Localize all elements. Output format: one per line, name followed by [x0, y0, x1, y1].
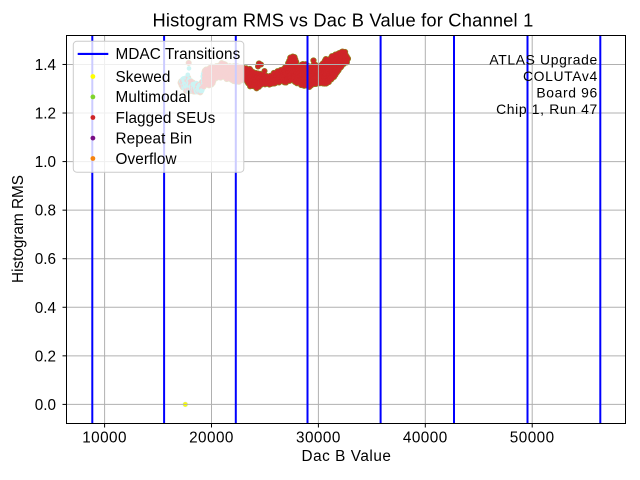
svg-text:0.8: 0.8: [35, 203, 56, 220]
svg-text:0.4: 0.4: [35, 300, 57, 317]
svg-text:30000: 30000: [296, 430, 341, 447]
svg-text:Overflow: Overflow: [116, 151, 178, 168]
svg-text:0.6: 0.6: [35, 251, 56, 268]
svg-text:40000: 40000: [403, 430, 448, 447]
svg-text:ATLAS Upgrade: ATLAS Upgrade: [489, 51, 598, 67]
svg-text:10000: 10000: [82, 430, 127, 447]
svg-text:Histogram RMS vs Dac B Value f: Histogram RMS vs Dac B Value for Channel…: [153, 10, 534, 31]
svg-text:50000: 50000: [510, 430, 555, 447]
svg-text:COLUTAv4: COLUTAv4: [523, 68, 598, 84]
svg-text:0.0: 0.0: [35, 397, 56, 414]
svg-text:1.0: 1.0: [35, 154, 56, 171]
svg-text:Flagged SEUs: Flagged SEUs: [116, 110, 216, 127]
svg-text:1.2: 1.2: [35, 106, 56, 123]
svg-text:Dac B Value: Dac B Value: [302, 448, 392, 465]
svg-text:Multimodal: Multimodal: [116, 89, 191, 106]
svg-text:Repeat Bin: Repeat Bin: [116, 130, 193, 147]
svg-text:Chip 1, Run 47: Chip 1, Run 47: [496, 101, 598, 117]
svg-text:1.4: 1.4: [35, 57, 57, 74]
svg-text:Skewed: Skewed: [116, 69, 171, 86]
svg-text:Histogram RMS: Histogram RMS: [10, 175, 27, 283]
svg-text:20000: 20000: [189, 430, 234, 447]
svg-text:Board 96: Board 96: [536, 84, 598, 100]
svg-text:0.2: 0.2: [35, 348, 56, 365]
svg-text:MDAC Transitions: MDAC Transitions: [116, 46, 241, 63]
